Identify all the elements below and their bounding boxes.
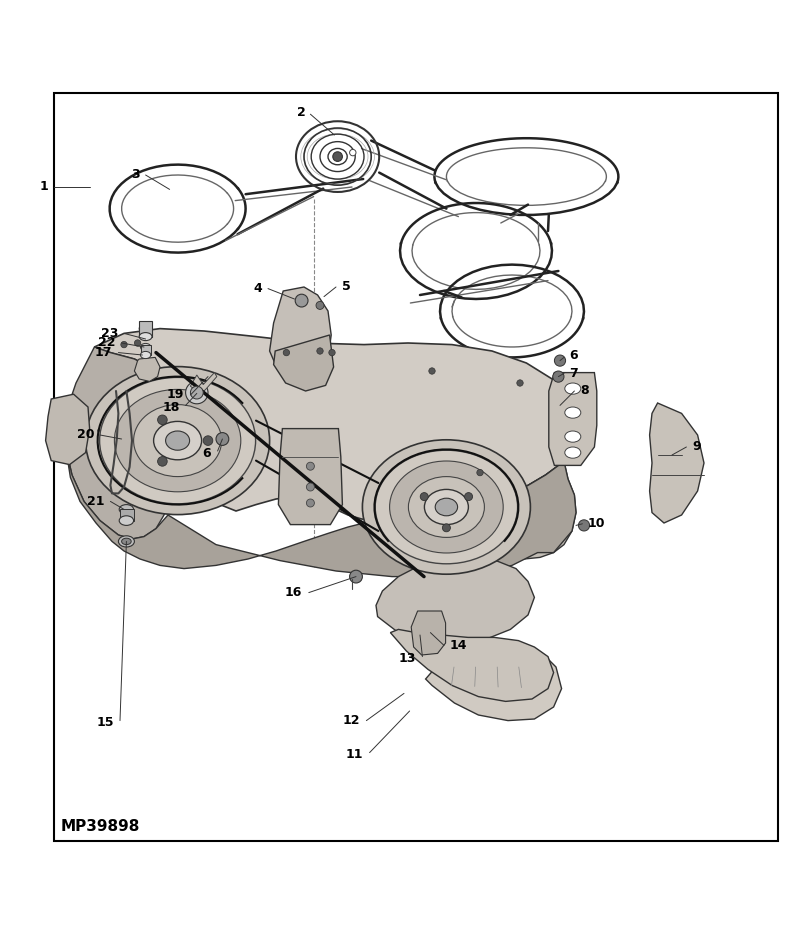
Circle shape <box>317 348 323 354</box>
Circle shape <box>306 483 314 491</box>
Circle shape <box>158 415 167 425</box>
Text: 12: 12 <box>342 714 360 727</box>
Text: 9: 9 <box>692 441 701 453</box>
Ellipse shape <box>119 505 134 514</box>
Circle shape <box>186 382 208 404</box>
Polygon shape <box>278 429 342 525</box>
Polygon shape <box>549 373 597 465</box>
Circle shape <box>429 367 435 374</box>
Polygon shape <box>650 403 704 523</box>
Text: 11: 11 <box>346 748 363 761</box>
Circle shape <box>442 524 450 532</box>
Ellipse shape <box>565 407 581 418</box>
Bar <box>141 346 151 355</box>
Polygon shape <box>134 357 160 382</box>
Ellipse shape <box>99 378 256 504</box>
Text: MP39898: MP39898 <box>61 820 140 835</box>
Text: 13: 13 <box>398 652 416 665</box>
Text: 6: 6 <box>570 349 578 363</box>
Bar <box>120 509 134 521</box>
Text: 23: 23 <box>101 327 118 340</box>
Ellipse shape <box>141 344 150 350</box>
Circle shape <box>420 493 428 500</box>
Ellipse shape <box>134 405 222 477</box>
Circle shape <box>306 499 314 507</box>
Polygon shape <box>94 329 582 521</box>
Circle shape <box>465 493 473 500</box>
Ellipse shape <box>565 383 581 394</box>
Ellipse shape <box>166 431 190 450</box>
Text: 22: 22 <box>98 336 115 349</box>
Polygon shape <box>46 394 90 464</box>
Text: 1: 1 <box>39 181 48 193</box>
Circle shape <box>553 371 564 382</box>
Circle shape <box>283 349 290 356</box>
Text: 8: 8 <box>580 384 589 398</box>
Text: 2: 2 <box>297 106 306 119</box>
Ellipse shape <box>86 366 270 514</box>
Circle shape <box>203 436 213 446</box>
Text: 6: 6 <box>202 447 211 460</box>
Ellipse shape <box>565 431 581 442</box>
Circle shape <box>134 340 141 347</box>
Polygon shape <box>66 447 576 577</box>
Text: 5: 5 <box>342 281 351 294</box>
Circle shape <box>578 520 590 531</box>
Text: 7: 7 <box>570 366 578 380</box>
Text: 10: 10 <box>588 517 606 530</box>
Circle shape <box>477 469 483 476</box>
Polygon shape <box>376 558 534 643</box>
Text: 21: 21 <box>86 495 104 508</box>
Text: 18: 18 <box>162 400 180 414</box>
Ellipse shape <box>118 536 134 547</box>
Circle shape <box>329 349 335 356</box>
Ellipse shape <box>435 498 458 516</box>
Circle shape <box>333 152 342 161</box>
Text: 16: 16 <box>285 586 302 599</box>
Ellipse shape <box>114 389 241 492</box>
Ellipse shape <box>425 490 469 525</box>
Ellipse shape <box>409 477 485 537</box>
Circle shape <box>216 432 229 446</box>
Polygon shape <box>190 373 217 394</box>
Text: 15: 15 <box>96 716 114 729</box>
Ellipse shape <box>141 351 150 359</box>
Polygon shape <box>390 629 554 702</box>
Polygon shape <box>274 335 334 391</box>
Ellipse shape <box>565 447 581 458</box>
Text: 20: 20 <box>77 429 94 442</box>
Ellipse shape <box>390 461 503 553</box>
Ellipse shape <box>362 440 530 575</box>
Circle shape <box>158 457 167 466</box>
Polygon shape <box>411 611 446 655</box>
Ellipse shape <box>375 450 518 564</box>
Circle shape <box>121 341 127 348</box>
Circle shape <box>306 463 314 470</box>
Polygon shape <box>426 643 562 721</box>
Ellipse shape <box>139 325 152 333</box>
Polygon shape <box>404 421 582 559</box>
Ellipse shape <box>122 538 131 544</box>
Text: 17: 17 <box>94 346 112 359</box>
Ellipse shape <box>154 421 202 460</box>
Circle shape <box>316 301 324 309</box>
Circle shape <box>190 386 203 399</box>
Circle shape <box>295 294 308 307</box>
Text: 3: 3 <box>131 169 140 182</box>
Bar <box>139 320 152 336</box>
Circle shape <box>350 570 362 583</box>
Polygon shape <box>270 287 331 379</box>
Ellipse shape <box>119 516 134 526</box>
Text: 4: 4 <box>254 282 262 295</box>
Circle shape <box>517 380 523 386</box>
Polygon shape <box>66 347 222 539</box>
Circle shape <box>350 150 356 155</box>
Ellipse shape <box>139 333 152 341</box>
Text: 19: 19 <box>166 388 184 400</box>
Circle shape <box>554 355 566 366</box>
Text: 14: 14 <box>450 639 467 652</box>
